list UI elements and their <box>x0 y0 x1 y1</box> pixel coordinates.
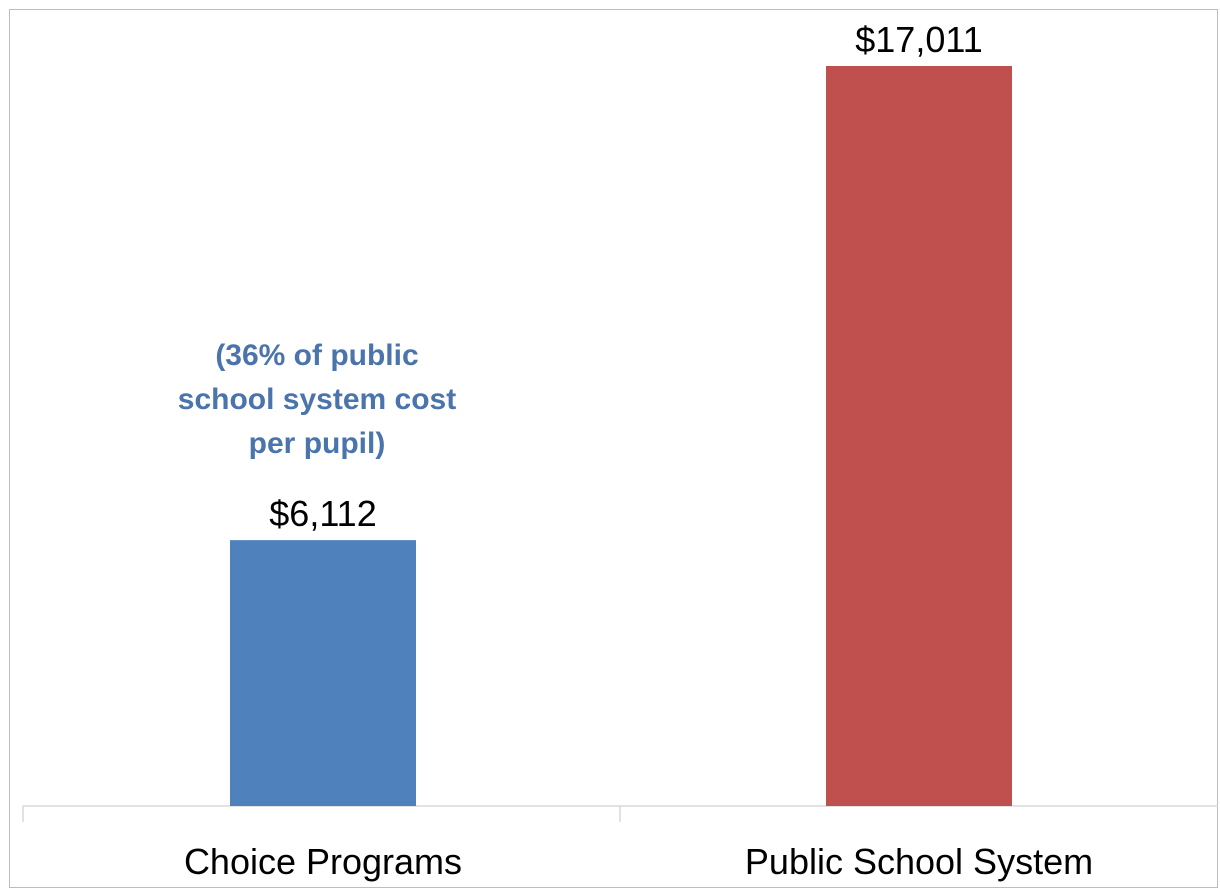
chart-frame <box>9 9 1218 888</box>
bar-public-school-system <box>826 66 1012 806</box>
bar-choice-programs <box>230 540 416 806</box>
category-label: Choice Programs <box>184 841 462 882</box>
data-label: $17,011 <box>855 19 982 60</box>
category-label: Public School System <box>745 841 1093 882</box>
annotation-line: (36% of public <box>215 339 418 372</box>
data-label: $6,112 <box>269 493 376 534</box>
annotation-line: per pupil) <box>249 427 386 460</box>
annotation-line: school system cost <box>178 383 456 416</box>
